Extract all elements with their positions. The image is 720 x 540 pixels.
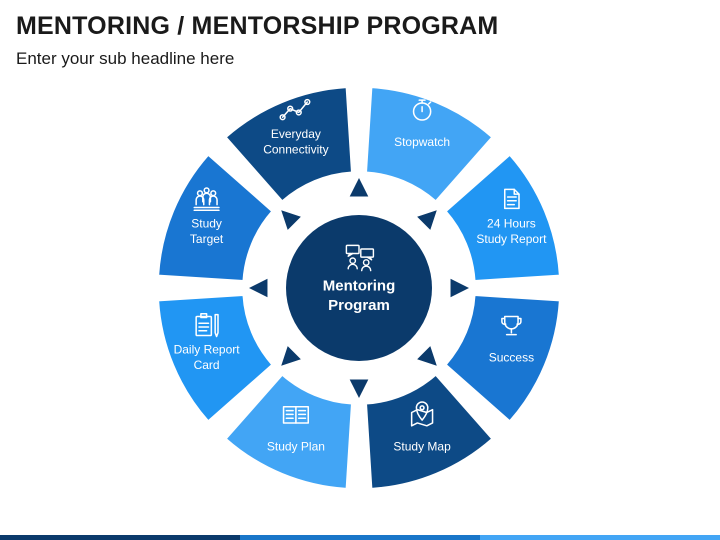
mentor-chat-icon (345, 244, 375, 272)
center-hub-label-line: Mentoring (323, 278, 396, 295)
clipboard-icon (195, 312, 219, 338)
segment-24-hours-study-report (444, 154, 561, 282)
pointer-triangle (349, 178, 369, 197)
segment-study-target (157, 154, 274, 282)
segment-everyday-connectivity-label-line: Connectivity (263, 143, 328, 157)
segment-stopwatch (365, 86, 493, 203)
pointer-triangle (417, 346, 437, 366)
group-target-icon (193, 187, 220, 212)
footer-bar-mid (240, 535, 480, 540)
footer-bar-dark (0, 535, 240, 540)
center-hub (286, 215, 432, 361)
segment-stopwatch-label-line: Stopwatch (394, 135, 450, 149)
stopwatch-icon (412, 99, 432, 121)
map-pin-icon (410, 401, 434, 427)
segment-success-label-line: Success (489, 350, 534, 364)
pointer-triangle (417, 210, 437, 230)
segment-daily-report-card (157, 294, 274, 422)
page-subtitle: Enter your sub headline here (16, 49, 235, 68)
pointer-triangle (249, 278, 268, 298)
pointer-triangle (349, 379, 369, 398)
trophy-icon (501, 315, 522, 336)
segment-study-map-label-line: Study Map (393, 440, 451, 454)
page-title: MENTORING / MENTORSHIP PROGRAM (16, 12, 499, 40)
book-icon (282, 406, 310, 424)
segment-success (444, 294, 561, 422)
pointer-triangle (281, 346, 301, 366)
segment-study-target-label-line: Study (191, 216, 222, 230)
footer-bar (0, 535, 720, 540)
segment-study-plan (225, 373, 353, 490)
pointer-triangle (450, 278, 469, 298)
segment-24-hours-study-report-label-line: 24 Hours (487, 216, 536, 230)
report-document-icon (503, 188, 520, 210)
segment-everyday-connectivity-label-line: Everyday (271, 127, 321, 141)
segment-study-plan-label-line: Study Plan (267, 440, 325, 454)
segment-everyday-connectivity (225, 86, 353, 203)
segment-daily-report-card-label-line: Card (194, 358, 220, 372)
center-hub-label-line: Program (328, 297, 390, 314)
connectivity-graph-icon (279, 98, 311, 121)
segment-study-map (365, 373, 493, 490)
segment-study-target-label-line: Target (190, 232, 224, 246)
segment-daily-report-card-label-line: Daily Report (174, 343, 241, 357)
pointer-triangle (281, 210, 301, 230)
footer-bar-light (480, 535, 720, 540)
segment-24-hours-study-report-label-line: Study Report (476, 232, 547, 246)
